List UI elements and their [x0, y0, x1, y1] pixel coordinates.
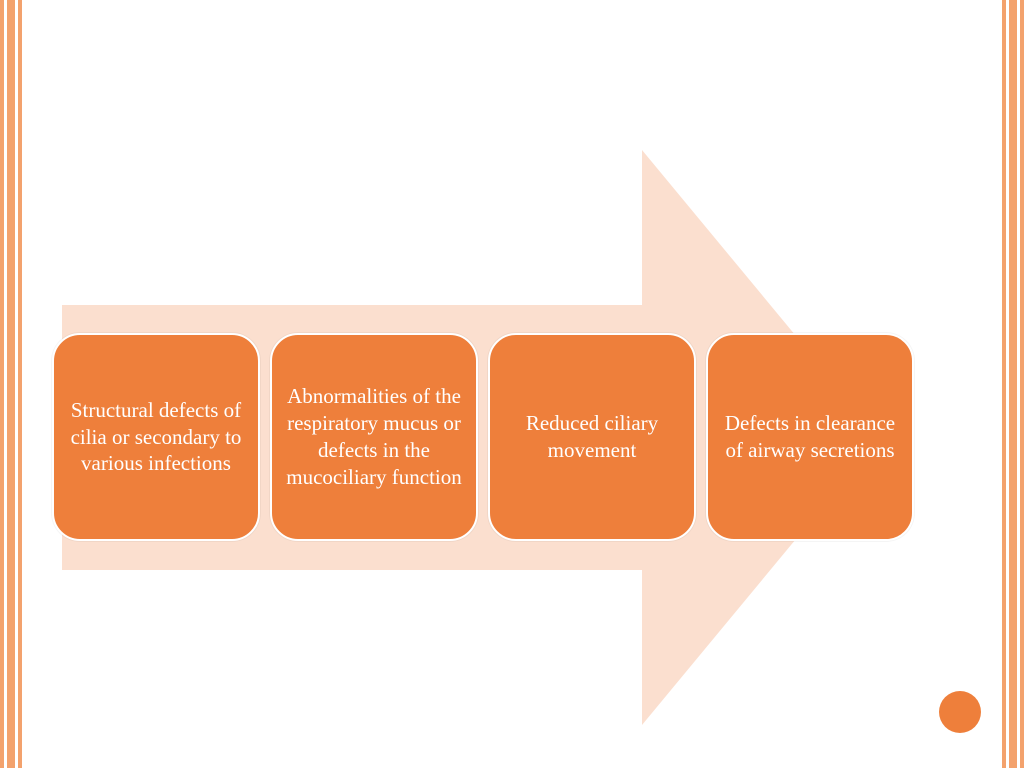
process-box-1: Structural defects of cilia or secondary…	[52, 333, 260, 541]
slide: Structural defects of cilia or secondary…	[0, 0, 1024, 768]
decorative-circle-icon	[939, 691, 981, 733]
process-box-4: Defects in clearance of airway secretion…	[706, 333, 914, 541]
process-box-label: Reduced ciliary movement	[504, 410, 680, 464]
process-box-2: Abnormalities of the respiratory mucus o…	[270, 333, 478, 541]
process-box-label: Structural defects of cilia or secondary…	[68, 397, 244, 478]
process-boxes: Structural defects of cilia or secondary…	[52, 333, 914, 541]
process-box-label: Defects in clearance of airway secretion…	[722, 410, 898, 464]
process-box-3: Reduced ciliary movement	[488, 333, 696, 541]
process-box-label: Abnormalities of the respiratory mucus o…	[286, 383, 462, 491]
